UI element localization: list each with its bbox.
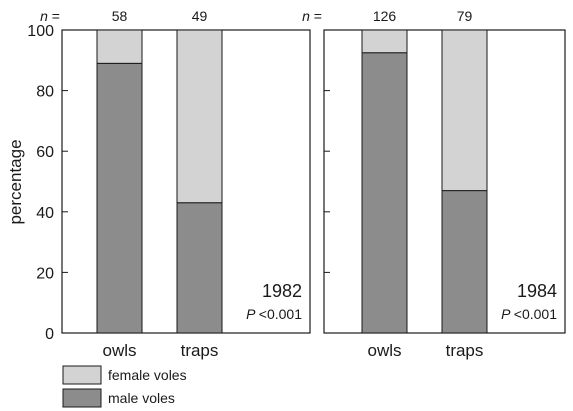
y-tick-label: 60 xyxy=(36,144,54,161)
y-tick-label: 80 xyxy=(36,84,54,101)
year-label: 1984 xyxy=(517,281,557,301)
n-value-traps: 49 xyxy=(192,8,208,24)
y-tick-label: 40 xyxy=(36,205,54,222)
y-tick-label: 100 xyxy=(27,23,54,40)
n-value-owls: 58 xyxy=(112,8,128,24)
p-value-label: P <0.001 xyxy=(246,306,302,322)
legend-label-male: male voles xyxy=(108,390,175,406)
legend-swatch-male xyxy=(62,388,102,408)
bar-female-owls xyxy=(361,29,408,54)
y-axis-label: percentage xyxy=(6,139,25,224)
category-label-traps: traps xyxy=(181,341,219,360)
y-tick-label: 20 xyxy=(36,265,54,282)
legend: female voles male voles xyxy=(62,365,187,408)
p-value-label: P <0.001 xyxy=(501,306,557,322)
bar-male-traps xyxy=(441,190,488,334)
n-value-owls: 126 xyxy=(373,8,397,24)
y-tick-label: 0 xyxy=(45,326,54,343)
bar-female-owls xyxy=(96,29,143,64)
legend-swatch-female xyxy=(62,365,102,385)
n-prefix-label: n = xyxy=(302,8,322,24)
category-label-owls: owls xyxy=(367,341,401,360)
year-label: 1982 xyxy=(262,281,302,301)
bar-male-owls xyxy=(361,52,408,334)
category-label-traps: traps xyxy=(446,341,484,360)
bar-female-traps xyxy=(176,29,223,204)
n-value-traps: 79 xyxy=(457,8,473,24)
n-prefix-label: n = xyxy=(40,8,60,24)
panel-1984: n = 126 owls 79 traps 1984 P <0.001 xyxy=(302,8,566,360)
bar-female-traps xyxy=(441,29,488,192)
bar-male-owls xyxy=(96,62,143,334)
bar-male-traps xyxy=(176,202,223,334)
legend-label-female: female voles xyxy=(108,367,187,383)
category-label-owls: owls xyxy=(102,341,136,360)
